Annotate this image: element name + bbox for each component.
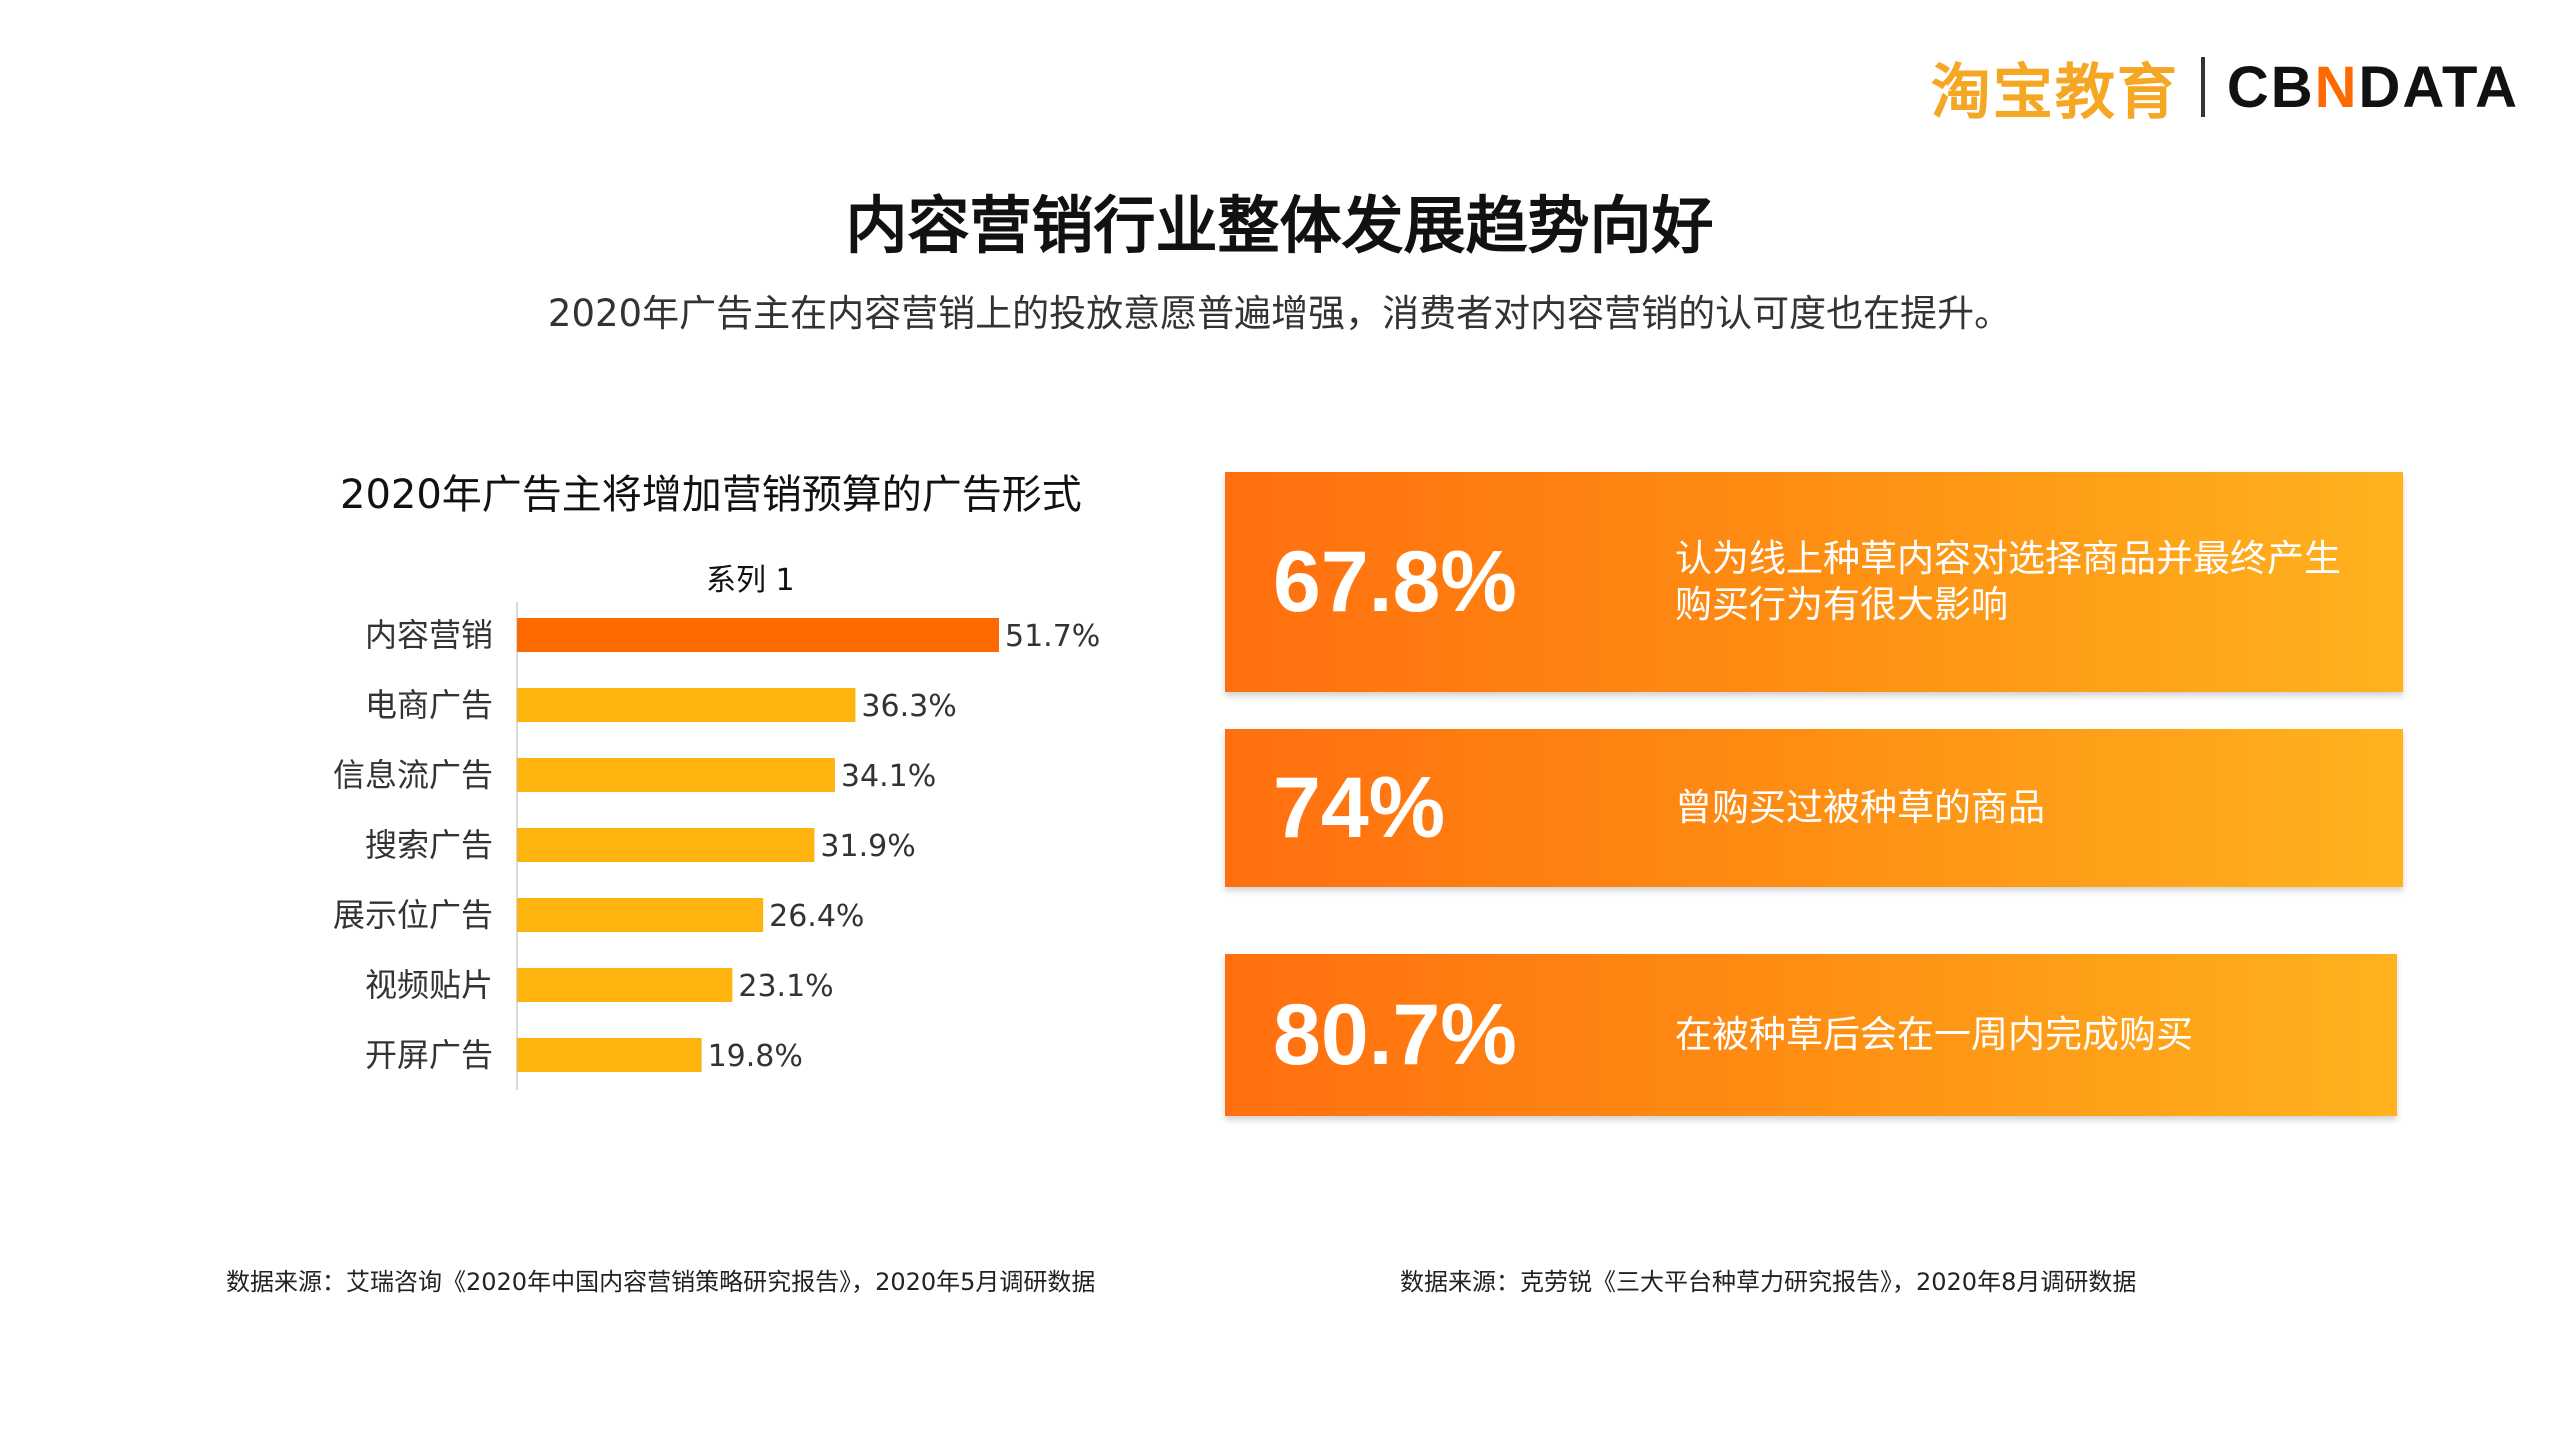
bar: [517, 968, 733, 1002]
category-label: 搜索广告: [365, 826, 493, 864]
source-left: 数据来源：艾瑞咨询《2020年中国内容营销策略研究报告》，2020年5月调研数据: [226, 1268, 1096, 1296]
bar-value-label: 36.3%: [861, 689, 956, 724]
stat-card-3-desc: 在被种草后会在一周内完成购买: [1675, 1013, 2193, 1056]
category-label: 电商广告: [365, 686, 493, 724]
stat-card-1-value: 67.8%: [1273, 533, 1517, 630]
logo-divider: [2200, 57, 2205, 117]
bar: [517, 688, 856, 722]
category-label: 信息流广告: [333, 756, 493, 794]
logo: 淘宝教育 CBNDATA: [1931, 42, 2519, 132]
bar-chart: 系列 1 内容营销 51.7% 电商广告 36.3% 信息流广告 34.1% 搜索广告 31.9…: [333, 563, 1100, 1090]
bar-value-label: 23.1%: [738, 969, 833, 1004]
page-subtitle: 2020年广告主在内容营销上的投放意愿普遍增强，消费者对内容营销的认可度也在提升…: [547, 292, 2012, 335]
bar: [517, 758, 835, 792]
stat-card-3-value: 80.7%: [1273, 986, 1517, 1083]
category-label: 展示位广告: [333, 896, 493, 934]
page-title: 内容营销行业整体发展趋势向好: [845, 189, 1714, 262]
bar: [517, 898, 764, 932]
bar-value-label: 51.7%: [1005, 619, 1100, 654]
legend-series-name: 系列 1: [706, 563, 795, 598]
bar-value-label: 34.1%: [841, 759, 936, 794]
bar-value-label: 26.4%: [769, 899, 864, 934]
bar: [517, 1038, 702, 1072]
taobao-education-logo: 淘宝教育: [1930, 57, 2179, 128]
stat-card-1: 67.8% 认为线上种草内容对选择商品并最终产生购买行为有很大影响: [1225, 472, 2403, 692]
category-label: 内容营销: [365, 616, 493, 654]
stat-card-2-value: 74%: [1273, 759, 1446, 856]
chart-title: 2020年广告主将增加营销预算的广告形式: [340, 472, 1082, 518]
stat-card-2-desc: 曾购买过被种草的商品: [1675, 786, 2045, 829]
category-label: 视频贴片: [365, 966, 493, 1004]
stat-card-1-desc: 认为线上种草内容对选择商品并最终产生购买行为有很大影响: [1675, 537, 2341, 626]
stat-card-3: 80.7% 在被种草后会在一周内完成购买: [1225, 954, 2397, 1116]
bar: [517, 828, 815, 862]
category-label: 开屏广告: [365, 1036, 493, 1074]
stat-card-2: 74% 曾购买过被种草的商品: [1225, 729, 2403, 887]
source-right: 数据来源：克劳锐《三大平台种草力研究报告》，2020年8月调研数据: [1400, 1268, 2137, 1296]
bar-value-label: 19.8%: [708, 1039, 803, 1074]
bar-value-label: 31.9%: [820, 829, 915, 864]
bar: [517, 618, 999, 652]
cbndata-logo: CBNDATA: [2226, 54, 2519, 120]
